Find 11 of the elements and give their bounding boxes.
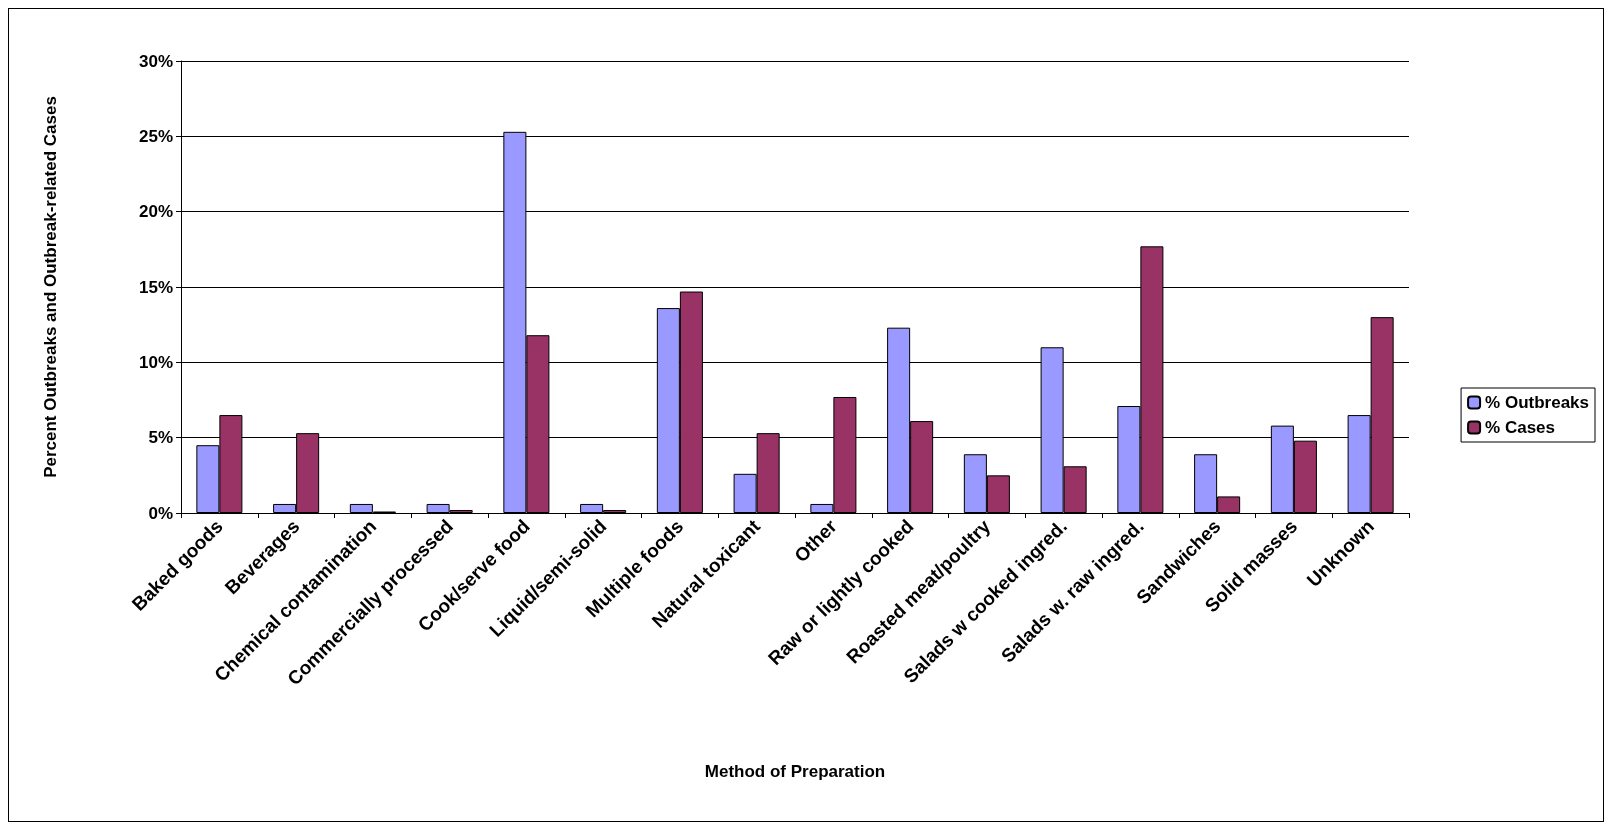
legend-label: % Cases [1485,418,1556,437]
x-axis-title: Method of Preparation [704,762,886,781]
y-tick-label: 15% [138,277,173,297]
legend-label: % Outbreaks [1485,393,1590,412]
y-axis-title: Percent Outbreaks and Outbreak-related Cases [41,96,60,478]
y-tick-label: 10% [138,352,173,372]
y-tick-label: 25% [138,126,173,146]
y-tick-label: 30% [138,51,173,71]
y-tick-label: 0% [148,503,173,523]
y-tick-label: 20% [138,202,173,222]
y-tick-label: 5% [148,428,173,448]
